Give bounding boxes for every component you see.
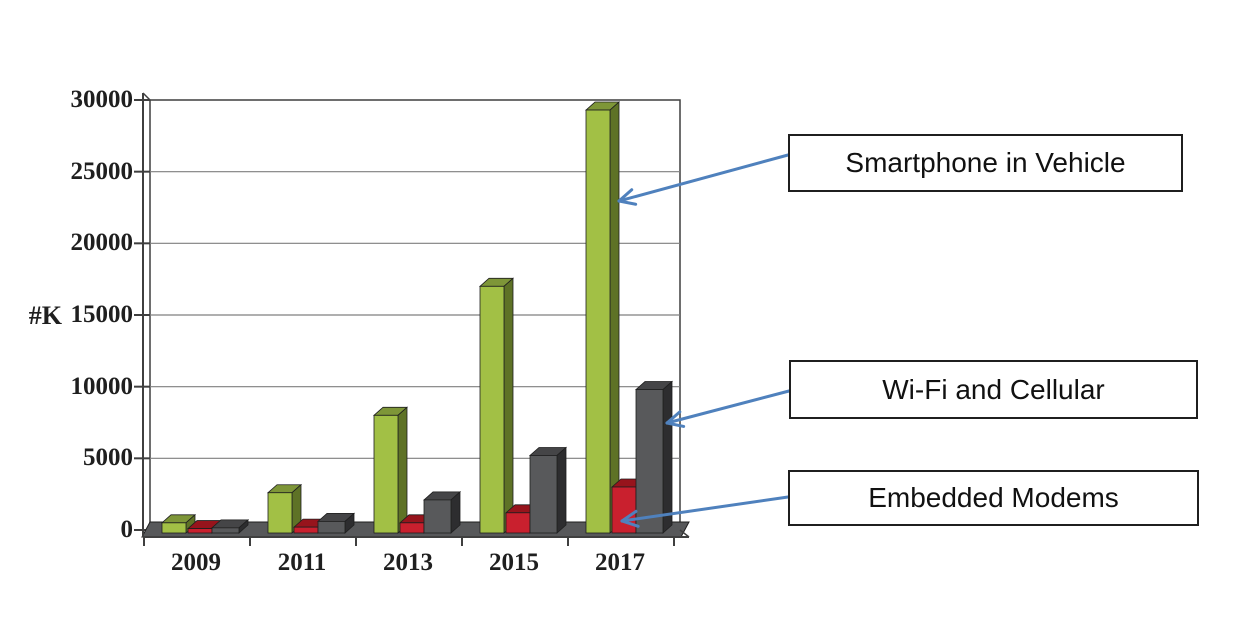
bar-2011-wi-fi-and-cellular <box>317 521 346 534</box>
callout-wifi-and-cellular-label: Wi-Fi and Cellular <box>882 373 1105 405</box>
arrow-embedded-modems <box>620 495 790 523</box>
y-axis-label-0: 0 <box>120 516 134 543</box>
bar-side-2013-smartphone-in-vehicle <box>397 406 408 534</box>
arrow-smartphone-in-vehicle <box>617 153 790 203</box>
arrowhead-embedded-modems-1 <box>620 509 638 523</box>
x-axis-label-2011: 2011 <box>277 549 327 576</box>
callout-smartphone-in-vehicle-label: Smartphone in Vehicle <box>845 147 1126 178</box>
bar-2017-embedded-modems <box>611 486 637 534</box>
bar-2009-smartphone-in-vehicle <box>161 522 187 534</box>
bar-side-2015-smartphone-in-vehicle <box>503 277 514 534</box>
arrowhead-embedded-modems-0 <box>620 519 640 528</box>
arrow-wifi-and-cellular <box>665 389 791 425</box>
callout-embedded-modems: Embedded Modems <box>788 470 1199 526</box>
bar-side-2017-smartphone-in-vehicle <box>609 101 620 534</box>
arrowhead-wifi-and-cellular-0 <box>665 421 686 428</box>
bar-2017-wi-fi-and-cellular <box>635 389 664 534</box>
y-axis-unit-label: #K <box>28 301 62 330</box>
bar-2013-embedded-modems <box>399 522 425 534</box>
callout-wifi-and-cellular: Wi-Fi and Cellular <box>789 360 1198 419</box>
y-axis-label-15000: 15000 <box>70 301 134 328</box>
arrowhead-wifi-and-cellular-1 <box>665 410 682 425</box>
y-axis-label-30000: 30000 <box>70 86 134 113</box>
y-axis-label-5000: 5000 <box>83 444 133 472</box>
y-axis-label-10000: 10000 <box>70 372 134 400</box>
x-axis-label-2009: 2009 <box>171 549 221 576</box>
y-axis-label-20000: 20000 <box>70 229 134 257</box>
x-axis-label-2017: 2017 <box>595 549 645 576</box>
y-axis-label-25000: 25000 <box>70 157 134 185</box>
bar-2015-embedded-modems <box>505 512 531 534</box>
bar-2017-smartphone-in-vehicle <box>585 109 611 534</box>
arrowhead-smartphone-in-vehicle-0 <box>617 199 638 206</box>
axis-depth-connector-bottom-right <box>679 529 690 538</box>
axis-depth-connector-top-left <box>142 92 151 101</box>
bar-2015-wi-fi-and-cellular <box>529 455 558 534</box>
bar-2009-wi-fi-and-cellular <box>211 527 240 534</box>
callout-embedded-modems-label: Embedded Modems <box>868 482 1119 513</box>
bar-2013-smartphone-in-vehicle <box>373 414 399 534</box>
x-axis-label-2013: 2013 <box>383 549 433 576</box>
bar-side-2017-wi-fi-and-cellular <box>662 380 673 534</box>
bar-2015-smartphone-in-vehicle <box>479 285 505 534</box>
bar-side-2015-wi-fi-and-cellular <box>556 446 567 534</box>
bar-2009-embedded-modems <box>187 528 213 534</box>
x-axis-label-2015: 2015 <box>489 549 539 576</box>
bar-2013-wi-fi-and-cellular <box>423 499 452 534</box>
arrowhead-smartphone-in-vehicle-1 <box>617 188 634 203</box>
bar-2011-smartphone-in-vehicle <box>267 492 293 534</box>
bar-2011-embedded-modems <box>293 526 319 534</box>
callout-smartphone-in-vehicle: Smartphone in Vehicle <box>788 134 1183 192</box>
